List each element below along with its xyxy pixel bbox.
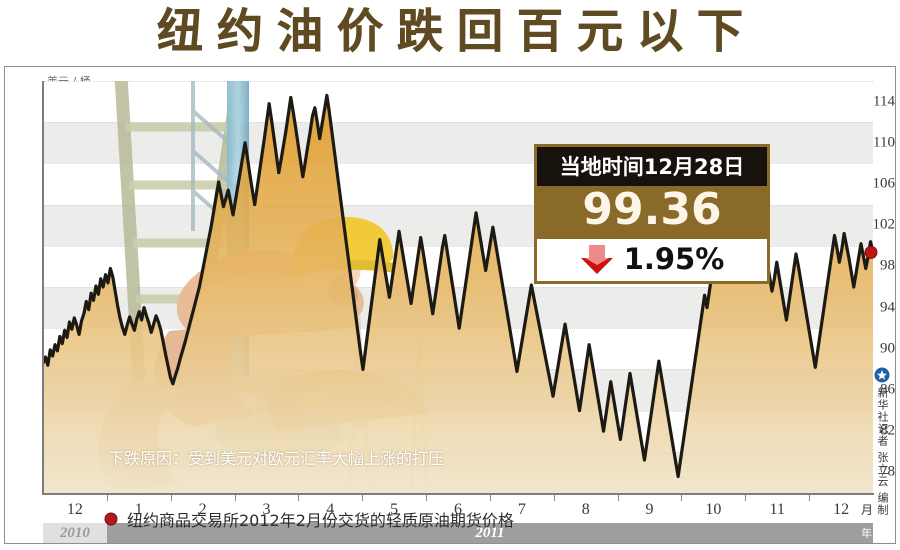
x-axis-unit-label: 月 <box>861 503 874 517</box>
year-band-strip: 2011 2010 年 <box>43 523 874 543</box>
year-band-label: 2010 <box>59 524 90 541</box>
x-axis-tick-mark <box>617 495 619 501</box>
y-axis-tick-label: 110 <box>873 134 895 151</box>
x-axis-tick-label: 11 <box>769 501 785 518</box>
price-area-fill <box>43 95 873 493</box>
x-axis-tick-mark <box>426 495 428 501</box>
credit-block: 新华社记者 张立云 编制 <box>871 367 893 516</box>
legend-label: 纽约商品交易所2012年2月份交货的轻质原油期货价格 <box>127 511 514 530</box>
chart-legend: 纽约商品交易所2012年2月份交货的轻质原油期货价格 <box>104 507 514 531</box>
xinhua-logo-icon <box>874 367 890 383</box>
x-axis-tick-mark <box>362 495 364 501</box>
year-band-2010: 2010 <box>43 523 107 543</box>
x-axis-tick-mark <box>809 495 811 501</box>
callout-change-value: 1.95% <box>623 241 725 276</box>
y-axis-tick-label: 106 <box>872 175 896 192</box>
arrow-down-icon <box>580 244 613 274</box>
x-axis-tick-label: 3 <box>262 501 271 518</box>
x-axis-tick-label: 9 <box>645 501 654 518</box>
x-axis-tick-label: 1 <box>134 501 143 518</box>
title-bar: 纽约油价跌回百元以下 <box>0 0 900 62</box>
credit-text: 新华社记者 张立云 编制 <box>876 387 889 516</box>
y-axis-tick-label: 98 <box>880 257 895 274</box>
x-axis-tick-label: 5 <box>390 501 399 518</box>
x-axis-tick-mark <box>106 495 108 501</box>
plot-area <box>43 81 873 493</box>
x-axis-tick-mark <box>234 495 236 501</box>
y-axis-tick-label: 90 <box>880 340 895 357</box>
y-axis-tick-label: 102 <box>872 216 896 233</box>
year-band-label: 2011 <box>475 524 505 541</box>
callout-price-value: 99.36 <box>537 186 767 239</box>
x-axis-tick-label: 2 <box>198 501 207 518</box>
y-axis-line <box>42 81 44 494</box>
y-axis-tick-label: 114 <box>873 93 895 110</box>
x-axis-tick-label: 8 <box>581 501 590 518</box>
chart-frame: 美元 / 桶 <box>4 66 896 544</box>
year-unit-label: 年 <box>861 527 872 540</box>
y-axis-tick-label: 94 <box>880 299 895 316</box>
y-axis-tick-label: 78 <box>880 463 895 480</box>
price-callout: 当地时间12月28日 99.36 1.95% <box>534 144 770 284</box>
x-axis-tick-label: 10 <box>705 501 722 518</box>
reason-annotation: 下跌原因：受到美元对欧元汇率大幅上涨的打压 <box>108 449 445 468</box>
legend-dot-icon <box>104 512 118 526</box>
callout-change-row: 1.95% <box>537 238 767 281</box>
x-axis-tick-mark <box>745 495 747 501</box>
x-axis-tick-mark <box>553 495 555 501</box>
x-axis-line <box>42 493 874 495</box>
y-axis-tick-label: 82 <box>880 422 895 439</box>
x-axis-tick-label: 4 <box>326 501 335 518</box>
y-axis-tick-label: 86 <box>880 381 895 398</box>
page-title: 纽约油价跌回百元以下 <box>157 4 757 58</box>
x-axis-tick-label: 6 <box>454 501 462 518</box>
year-band-2011: 2011 <box>106 523 873 543</box>
x-axis-tick-label: 12 <box>66 501 83 518</box>
x-axis-tick-mark <box>681 495 683 501</box>
price-area-chart <box>43 81 873 493</box>
x-axis-tick-mark <box>298 495 300 501</box>
x-axis-tick-label: 12 <box>833 501 850 518</box>
x-axis-tick-mark <box>170 495 172 501</box>
x-axis-tick-mark <box>489 495 491 501</box>
callout-date-label: 当地时间12月28日 <box>537 147 767 186</box>
x-axis-tick-label: 7 <box>517 501 526 518</box>
background-band <box>43 81 873 123</box>
